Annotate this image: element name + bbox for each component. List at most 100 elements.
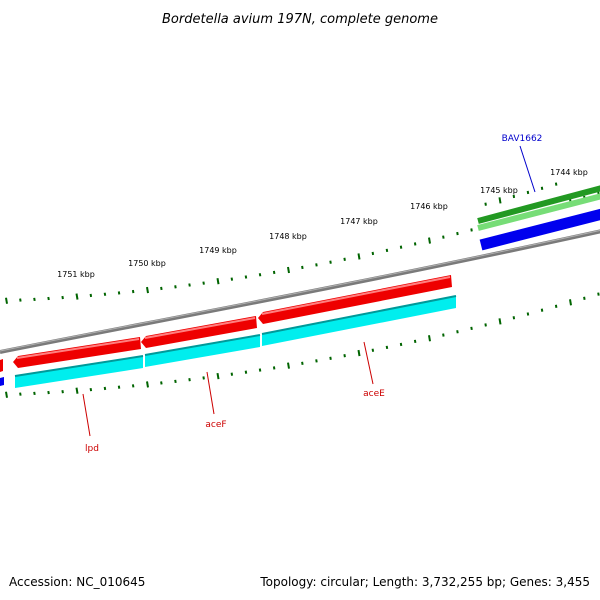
- minor-tick: [89, 293, 93, 298]
- cds-arrow-lpd-forward: [13, 337, 141, 368]
- genome-backbone: [0, 229, 600, 354]
- cds-arrow-aceF-forward: [141, 316, 257, 348]
- inner-minor-tick: [315, 359, 318, 363]
- inner-minor-tick: [597, 292, 600, 296]
- inner-minor-tick: [272, 366, 276, 370]
- inner-major-tick: [216, 372, 220, 380]
- kbp-scale-labels: 1744 kbp 1745 kbp 1746 kbp 1747 kbp 1748 kbp…: [57, 168, 588, 279]
- inner-major-tick: [287, 362, 290, 369]
- inner-minor-tick: [301, 361, 304, 365]
- minor-tick: [526, 190, 530, 195]
- inner-minor-tick: [583, 296, 586, 300]
- minor-tick: [540, 186, 544, 191]
- gene-label-aceF: aceF: [205, 420, 226, 430]
- inner-minor-tick: [484, 323, 487, 327]
- cds-arrow-lpd-forward-shine: [16, 338, 140, 359]
- map-title: Bordetella avium 197N, complete genome: [162, 12, 438, 27]
- minor-tick: [202, 281, 205, 285]
- minor-tick: [484, 202, 487, 206]
- inner-minor-tick: [89, 387, 93, 392]
- kbp-label-1746: 1746 kbp: [410, 202, 448, 211]
- cds-bar-lpd-edge: [14, 355, 144, 377]
- inner-minor-tick: [160, 381, 163, 385]
- inner-minor-tick: [47, 390, 50, 395]
- reverse-cds-track: [0, 295, 457, 388]
- leader-line-lpd: [82, 393, 91, 437]
- cds-bar-lpd: [15, 356, 143, 388]
- minor-tick: [19, 298, 22, 302]
- leader-line-aceF: [206, 371, 215, 415]
- kbp-label-1744: 1744 kbp: [550, 168, 588, 177]
- inner-minor-tick: [442, 333, 445, 337]
- kbp-label-1748: 1748 kbp: [269, 232, 307, 241]
- inner-minor-tick: [413, 339, 417, 344]
- cds-bar-edge-blue: [0, 377, 4, 386]
- kbp-label-1750: 1750 kbp: [128, 259, 166, 268]
- inner-minor-tick: [470, 326, 473, 331]
- inner-minor-tick: [174, 379, 177, 384]
- minor-tick: [103, 292, 107, 296]
- inner-major-tick: [498, 318, 502, 325]
- cds-bar-aceE-edge: [261, 295, 457, 335]
- inner-minor-tick: [540, 308, 544, 312]
- kbp-ruler-outer: [5, 182, 600, 304]
- minor-tick: [117, 291, 121, 295]
- minor-tick: [61, 295, 64, 300]
- inner-major-tick: [5, 391, 8, 398]
- inner-minor-tick: [131, 384, 135, 388]
- inner-minor-tick: [202, 376, 205, 380]
- minor-tick: [329, 260, 332, 264]
- inner-major-tick: [75, 387, 79, 394]
- major-tick: [428, 237, 431, 244]
- inner-minor-tick: [371, 348, 375, 352]
- kbp-label-1751: 1751 kbp: [57, 270, 95, 279]
- inner-minor-tick: [103, 386, 107, 391]
- minor-tick: [554, 182, 558, 186]
- cds-bar-aceF: [145, 335, 260, 367]
- leader-line-aceE: [363, 341, 374, 385]
- orf-green-band-highlight: [477, 193, 600, 231]
- cds-arrow-edge-forward: [0, 359, 3, 372]
- major-tick: [498, 197, 502, 204]
- orf-tracks: [477, 185, 600, 251]
- minor-tick: [470, 228, 473, 232]
- inner-minor-tick: [343, 354, 346, 358]
- minor-tick: [512, 194, 516, 199]
- inner-major-tick: [569, 299, 572, 306]
- minor-tick: [371, 251, 375, 256]
- minor-tick: [258, 273, 262, 277]
- orf-blue-band: [479, 208, 600, 251]
- inner-major-tick: [146, 381, 149, 388]
- major-tick: [5, 297, 8, 304]
- inner-minor-tick: [188, 378, 191, 382]
- inner-minor-tick: [329, 356, 332, 360]
- minor-tick: [442, 235, 445, 239]
- inner-minor-tick: [399, 342, 403, 347]
- minor-tick: [230, 277, 234, 281]
- gene-label-lpd: lpd: [85, 444, 99, 454]
- minor-tick: [301, 265, 304, 270]
- inner-minor-tick: [61, 390, 64, 394]
- inner-minor-tick: [258, 368, 262, 372]
- cds-bar-aceE: [262, 296, 456, 346]
- major-tick: [75, 293, 79, 300]
- kbp-label-1747: 1747 kbp: [340, 217, 378, 226]
- major-tick: [357, 253, 361, 260]
- cds-arrow-aceF-forward-shine: [144, 317, 256, 339]
- minor-tick: [244, 275, 248, 279]
- minor-tick: [456, 231, 459, 236]
- accession-text: Accession: NC_010645: [9, 575, 145, 589]
- inner-major-tick: [357, 349, 361, 357]
- cds-bar-aceF-edge: [144, 334, 261, 356]
- minor-tick: [315, 263, 318, 267]
- gene-label-aceE: aceE: [363, 389, 385, 399]
- minor-tick: [160, 286, 163, 291]
- gene-label-BAV1662: BAV1662: [502, 134, 543, 144]
- inner-minor-tick: [385, 345, 389, 350]
- minor-tick: [272, 270, 276, 275]
- kbp-label-1749: 1749 kbp: [199, 246, 237, 255]
- leader-line-BAV1662: [519, 145, 536, 193]
- genome-summary-text: Topology: circular; Length: 3,732,255 bp…: [259, 575, 590, 589]
- orf-green-band: [477, 185, 600, 224]
